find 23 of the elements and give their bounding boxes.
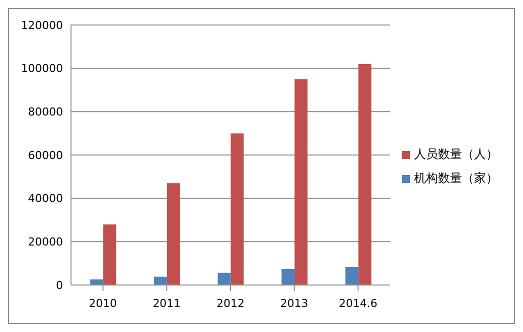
bar <box>166 183 180 285</box>
x-tick-label: 2010 <box>88 296 117 310</box>
x-tick-label: 2011 <box>152 296 181 310</box>
x-tick-label: 2013 <box>280 296 308 310</box>
y-tick-label: 0 <box>56 278 63 292</box>
legend-label: 人员数量（人） <box>414 147 498 161</box>
y-tick-label: 60000 <box>28 148 63 162</box>
legend-label: 机构数量（家） <box>414 171 498 185</box>
bar <box>103 224 116 285</box>
y-tick-label: 80000 <box>28 106 63 119</box>
x-tick-label: 2012 <box>216 296 244 310</box>
bar <box>345 267 358 285</box>
bar <box>358 64 372 285</box>
y-tick-label: 120000 <box>21 18 63 32</box>
y-tick-label: 40000 <box>28 192 63 206</box>
y-tick-label: 100000 <box>21 62 63 76</box>
bar <box>282 268 295 285</box>
bar <box>218 272 231 285</box>
bar <box>154 276 167 285</box>
y-tick-label: 20000 <box>28 236 63 249</box>
bar <box>294 79 308 285</box>
bar <box>230 133 244 285</box>
x-tick-label: 2014.6 <box>338 296 378 310</box>
